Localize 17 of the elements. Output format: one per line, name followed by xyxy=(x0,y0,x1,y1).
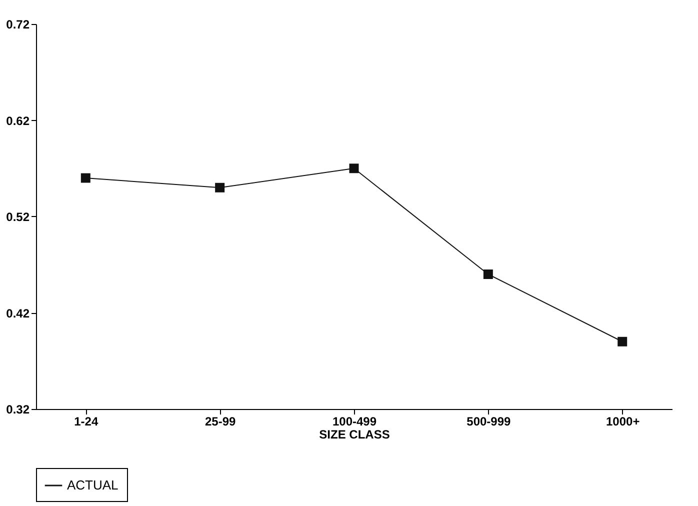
point xyxy=(80,173,90,183)
x-tick-label: 100-499 xyxy=(332,414,377,428)
y-tick-label: 0.62 xyxy=(6,114,30,128)
x-tick-label: 500-999 xyxy=(466,414,512,428)
y-tick-label: 0.52 xyxy=(6,210,30,224)
point xyxy=(483,270,493,279)
x-tick-label: 25-99 xyxy=(204,414,236,428)
y-tick-label: 0.32 xyxy=(6,402,30,416)
point xyxy=(349,164,359,174)
y-tick-label: 0.72 xyxy=(6,18,30,32)
x-axis-title: SIZE CLASS xyxy=(319,428,390,442)
y-tick-label: 0.42 xyxy=(6,306,30,320)
x-tick-label: 1-24 xyxy=(74,414,98,428)
legend-label: ACTUAL xyxy=(67,478,118,492)
point xyxy=(618,336,628,346)
x-tick-label: 1000+ xyxy=(606,414,640,428)
point xyxy=(215,182,225,192)
